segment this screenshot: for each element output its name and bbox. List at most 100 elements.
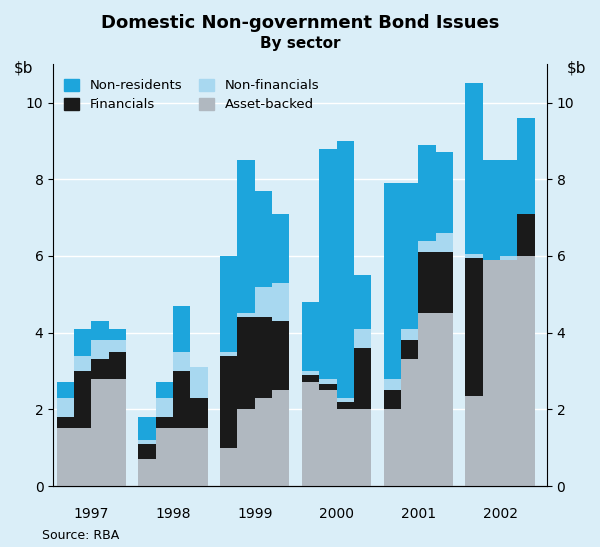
Bar bbox=[74, 356, 91, 371]
Bar bbox=[500, 260, 517, 486]
Bar bbox=[483, 160, 500, 260]
Bar bbox=[173, 371, 190, 428]
Bar bbox=[401, 359, 418, 486]
Bar bbox=[190, 398, 208, 428]
Bar bbox=[91, 359, 109, 379]
Bar bbox=[155, 417, 173, 428]
Bar bbox=[56, 382, 74, 398]
Bar bbox=[517, 118, 535, 214]
Bar bbox=[272, 390, 289, 486]
Bar bbox=[466, 258, 483, 396]
Bar bbox=[354, 409, 371, 486]
Bar bbox=[354, 348, 371, 409]
Bar bbox=[337, 398, 354, 401]
Bar bbox=[401, 329, 418, 340]
Bar bbox=[319, 379, 337, 385]
Bar bbox=[401, 340, 418, 359]
Text: 1997: 1997 bbox=[74, 507, 109, 521]
Bar bbox=[517, 256, 535, 486]
Bar bbox=[74, 329, 91, 356]
Bar bbox=[220, 352, 238, 356]
Text: 1999: 1999 bbox=[237, 507, 272, 521]
Bar bbox=[109, 352, 126, 379]
Legend: Non-residents, Financials, Non-financials, Asset-backed: Non-residents, Financials, Non-financial… bbox=[59, 75, 323, 115]
Bar bbox=[139, 417, 155, 440]
Bar bbox=[155, 428, 173, 486]
Bar bbox=[418, 145, 436, 241]
Bar bbox=[500, 160, 517, 256]
Bar bbox=[139, 459, 155, 486]
Bar bbox=[255, 287, 272, 317]
Bar bbox=[238, 409, 255, 486]
Bar bbox=[436, 153, 453, 233]
Bar bbox=[220, 447, 238, 486]
Bar bbox=[466, 83, 483, 254]
Bar bbox=[354, 275, 371, 329]
Text: 2001: 2001 bbox=[401, 507, 436, 521]
Bar bbox=[238, 313, 255, 317]
Bar bbox=[319, 149, 337, 379]
Bar bbox=[109, 340, 126, 352]
Bar bbox=[466, 396, 483, 486]
Bar bbox=[483, 260, 500, 486]
Bar bbox=[56, 398, 74, 417]
Bar bbox=[383, 409, 401, 486]
Text: 1998: 1998 bbox=[155, 507, 191, 521]
Bar bbox=[109, 329, 126, 340]
Bar bbox=[383, 183, 401, 379]
Bar bbox=[74, 371, 91, 428]
Text: Domestic Non-government Bond Issues: Domestic Non-government Bond Issues bbox=[101, 14, 499, 32]
Bar bbox=[466, 254, 483, 258]
Bar bbox=[173, 428, 190, 486]
Bar bbox=[319, 385, 337, 390]
Bar bbox=[383, 379, 401, 390]
Bar bbox=[436, 233, 453, 252]
Bar bbox=[337, 409, 354, 486]
Bar bbox=[255, 317, 272, 398]
Bar bbox=[302, 371, 319, 375]
Bar bbox=[418, 252, 436, 313]
Bar bbox=[354, 329, 371, 348]
Text: 2000: 2000 bbox=[319, 507, 354, 521]
Text: 2002: 2002 bbox=[482, 507, 518, 521]
Bar bbox=[302, 302, 319, 371]
Text: Source: RBA: Source: RBA bbox=[42, 528, 119, 542]
Bar bbox=[272, 214, 289, 283]
Bar bbox=[155, 398, 173, 417]
Bar bbox=[91, 321, 109, 340]
Bar bbox=[500, 256, 517, 260]
Bar bbox=[238, 317, 255, 409]
Bar bbox=[436, 252, 453, 313]
Bar bbox=[383, 390, 401, 409]
Bar bbox=[517, 214, 535, 256]
Bar bbox=[238, 160, 255, 313]
Y-axis label: $b: $b bbox=[566, 61, 586, 76]
Bar bbox=[272, 283, 289, 321]
Bar bbox=[255, 191, 272, 287]
Bar bbox=[418, 241, 436, 252]
Bar bbox=[337, 401, 354, 409]
Text: By sector: By sector bbox=[260, 36, 340, 50]
Bar bbox=[255, 398, 272, 486]
Bar bbox=[56, 428, 74, 486]
Bar bbox=[302, 382, 319, 486]
Bar bbox=[91, 340, 109, 359]
Bar bbox=[109, 379, 126, 486]
Bar bbox=[418, 313, 436, 486]
Bar bbox=[173, 306, 190, 352]
Bar bbox=[190, 367, 208, 398]
Bar bbox=[220, 356, 238, 447]
Bar bbox=[337, 141, 354, 398]
Bar bbox=[139, 440, 155, 444]
Bar bbox=[139, 444, 155, 459]
Bar bbox=[272, 321, 289, 390]
Bar bbox=[74, 428, 91, 486]
Bar bbox=[173, 352, 190, 371]
Y-axis label: $b: $b bbox=[14, 61, 34, 76]
Bar bbox=[220, 256, 238, 352]
Bar bbox=[56, 417, 74, 428]
Bar bbox=[436, 313, 453, 486]
Bar bbox=[190, 428, 208, 486]
Bar bbox=[401, 183, 418, 329]
Bar bbox=[319, 390, 337, 486]
